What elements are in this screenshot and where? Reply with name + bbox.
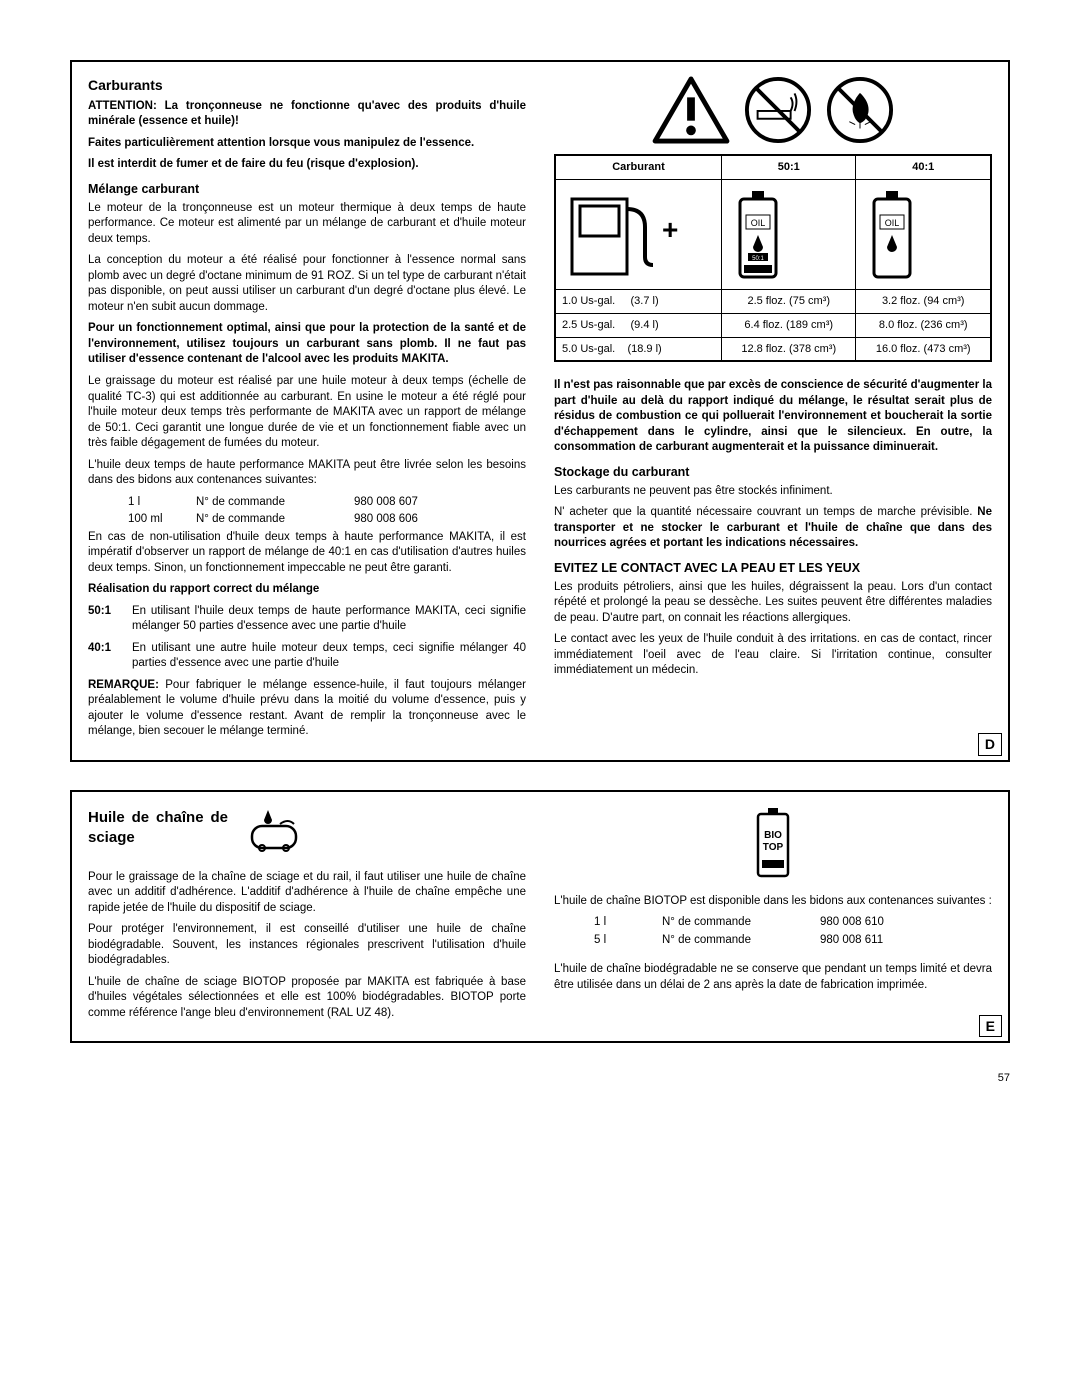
p1: Le moteur de la tronçonneuse est un mote… <box>88 201 526 248</box>
right-column: Carburant 50:1 40:1 + <box>554 76 992 746</box>
order-size: 100 ml <box>128 512 178 528</box>
svg-text:TOP: TOP <box>763 842 784 853</box>
attention: ATTENTION: La tronçonneuse ne fonctionne… <box>88 99 526 130</box>
order-num: 980 008 607 <box>354 495 418 511</box>
left-column: Huile de chaîne de sciage Pour le graiss… <box>88 806 526 1028</box>
rp3: N' acheter que la quantité nécessaire co… <box>554 505 992 552</box>
warning-icons <box>554 76 992 144</box>
table-row: 2.5 Us-gal. (9.4 l) 6.4 floz. (189 cm³) … <box>555 313 991 337</box>
svg-text:OIL: OIL <box>885 218 900 228</box>
left-column: Carburants ATTENTION: La tronçonneuse ne… <box>88 76 526 746</box>
order-row: 100 ml N° de commande 980 008 606 <box>88 512 526 528</box>
table-row: 5.0 Us-gal. (18.9 l) 12.8 floz. (378 cm³… <box>555 337 991 361</box>
th-40: 40:1 <box>856 155 991 179</box>
title: Carburants <box>88 76 526 95</box>
svg-text:50:1: 50:1 <box>752 256 764 262</box>
fuel-section: Carburants ATTENTION: La tronçonneuse ne… <box>70 60 1010 762</box>
rp1: Il n'est pas raisonnable que par excès d… <box>554 378 992 456</box>
right-column: BIO TOP L'huile de chaîne BIOTOP est dis… <box>554 806 992 1028</box>
chainsaw-icon <box>246 806 302 854</box>
order-label: N° de commande <box>196 495 336 511</box>
skin-title: EVITEZ LE CONTACT AVEC LA PEAU ET LES YE… <box>554 560 992 577</box>
order-size: 5 l <box>594 933 644 949</box>
p3: L'huile de chaîne de sciage BIOTOP propo… <box>88 975 526 1022</box>
order-row: 5 l N° de commande 980 008 611 <box>554 933 992 949</box>
mix-title: Mélange carburant <box>88 181 526 198</box>
ratio-label: 50:1 <box>88 604 122 635</box>
oil-bottle-50: OIL 50:1 <box>722 179 856 289</box>
ratio-text: En utilisant l'huile deux temps de haute… <box>132 604 526 635</box>
warn1: Faites particulièrement attention lorsqu… <box>88 136 526 152</box>
p2: Pour protéger l'environnement, il est co… <box>88 922 526 969</box>
page-number: 57 <box>70 1071 1010 1086</box>
order-label: N° de commande <box>662 915 802 931</box>
remark: REMARQUE: Pour fabriquer le mélange esse… <box>88 678 526 740</box>
p6: En cas de non-utilisation d'huile deux t… <box>88 530 526 577</box>
order-row: 1 l N° de commande 980 008 607 <box>88 495 526 511</box>
fuel-mix-table: Carburant 50:1 40:1 + <box>554 154 992 362</box>
order-label: N° de commande <box>196 512 336 528</box>
p3: Pour un fonctionnement optimal, ainsi qu… <box>88 321 526 368</box>
chain-oil-section: Huile de chaîne de sciage Pour le graiss… <box>70 790 1010 1044</box>
order-label: N° de commande <box>662 933 802 949</box>
biotop-bottle-icon: BIO TOP <box>554 806 992 880</box>
p1: Pour le graissage de la chaîne de sciage… <box>88 870 526 917</box>
warn2: Il est interdit de fumer et de faire du … <box>88 157 526 173</box>
no-fire-icon <box>826 76 894 144</box>
corner-e: E <box>979 1015 1002 1038</box>
ratio-text: En utilisant une autre huile moteur deux… <box>132 641 526 672</box>
order-num: 980 008 610 <box>820 915 884 931</box>
pump-diagram: + <box>555 179 722 289</box>
order-num: 980 008 611 <box>820 933 883 949</box>
th-fuel: Carburant <box>555 155 722 179</box>
stock-title: Stockage du carburant <box>554 464 992 481</box>
order-size: 1 l <box>594 915 644 931</box>
rp4: Les produits pétroliers, ainsi que les h… <box>554 580 992 627</box>
corner-d: D <box>978 733 1002 756</box>
rp1: L'huile de chaîne BIOTOP est disponible … <box>554 894 992 910</box>
th-50: 50:1 <box>722 155 856 179</box>
order-size: 1 l <box>128 495 178 511</box>
table-row: 1.0 Us-gal. (3.7 l) 2.5 floz. (75 cm³) 3… <box>555 289 991 313</box>
ratio-50: 50:1 En utilisant l'huile deux temps de … <box>88 604 526 635</box>
ratio-label: 40:1 <box>88 641 122 672</box>
chain-title: Huile de chaîne de sciage <box>88 808 228 849</box>
rp5: Le contact avec les yeux de l'huile cond… <box>554 632 992 679</box>
ratio-title: Réalisation du rapport correct du mélang… <box>88 582 526 598</box>
svg-text:OIL: OIL <box>751 218 766 228</box>
order-row: 1 l N° de commande 980 008 610 <box>554 915 992 931</box>
p4: Le graissage du moteur est réalisé par u… <box>88 374 526 452</box>
rp2: Les carburants ne peuvent pas être stock… <box>554 484 992 500</box>
p5: L'huile deux temps de haute performance … <box>88 458 526 489</box>
warning-triangle-icon <box>652 76 730 144</box>
p2: La conception du moteur a été réalisé po… <box>88 253 526 315</box>
rp2: L'huile de chaîne biodégradable ne se co… <box>554 962 992 993</box>
order-num: 980 008 606 <box>354 512 418 528</box>
svg-text:BIO: BIO <box>764 830 782 841</box>
ratio-40: 40:1 En utilisant une autre huile moteur… <box>88 641 526 672</box>
no-smoking-icon <box>744 76 812 144</box>
oil-bottle-40: OIL <box>856 179 991 289</box>
svg-text:+: + <box>662 214 678 245</box>
